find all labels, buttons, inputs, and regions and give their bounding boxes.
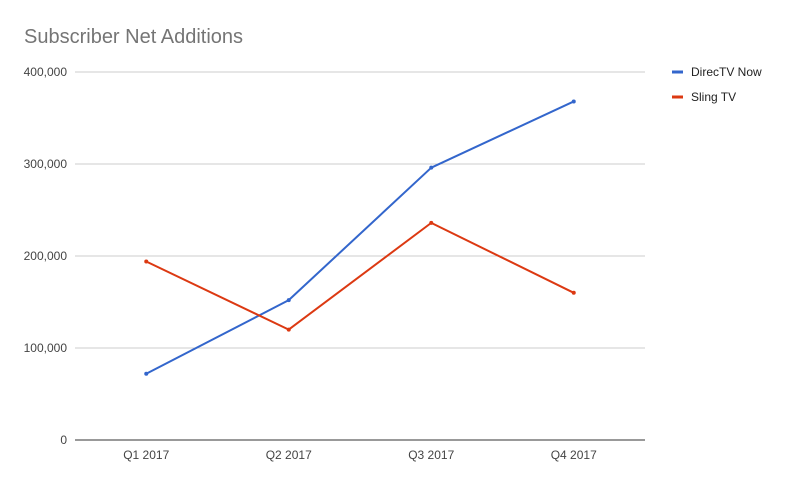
y-tick-label: 100,000 xyxy=(24,341,68,355)
data-point xyxy=(572,291,576,295)
legend-label: DirecTV Now xyxy=(691,65,762,79)
data-point xyxy=(429,221,433,225)
data-point xyxy=(144,260,148,264)
y-tick-label: 300,000 xyxy=(24,157,68,171)
series-line-0 xyxy=(146,101,574,373)
chart-title: Subscriber Net Additions xyxy=(24,26,243,48)
data-point xyxy=(287,298,291,302)
legend-label: Sling TV xyxy=(691,90,736,104)
y-tick-label: 400,000 xyxy=(24,65,68,79)
x-tick-label: Q2 2017 xyxy=(266,448,312,462)
data-point xyxy=(572,99,576,103)
gridlines xyxy=(75,72,645,348)
data-point xyxy=(287,328,291,332)
legend: DirecTV Now Sling TV xyxy=(672,65,762,104)
x-tick-label: Q1 2017 xyxy=(123,448,169,462)
data-point xyxy=(144,372,148,376)
series-lines xyxy=(144,99,576,375)
x-axis-tick-labels: Q1 2017 Q2 2017 Q3 2017 Q4 2017 xyxy=(123,448,597,462)
x-tick-label: Q4 2017 xyxy=(551,448,597,462)
data-point xyxy=(429,166,433,170)
series-line-1 xyxy=(146,223,574,330)
x-tick-label: Q3 2017 xyxy=(408,448,454,462)
y-tick-label: 0 xyxy=(60,433,67,447)
y-axis-tick-labels: 0 100,000 200,000 300,000 400,000 xyxy=(24,65,68,447)
y-tick-label: 200,000 xyxy=(24,249,68,263)
